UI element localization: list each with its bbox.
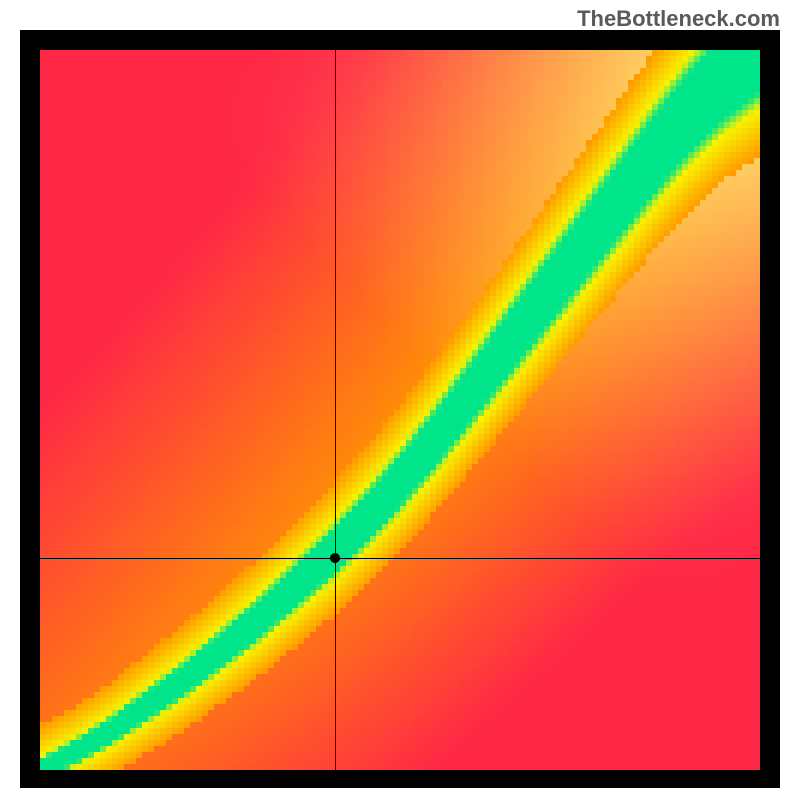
plot-frame [20,30,780,788]
plot-area [40,50,760,770]
watermark-text: TheBottleneck.com [577,6,780,32]
data-point-marker [330,553,340,563]
heatmap-canvas [40,50,760,770]
crosshair-horizontal [40,558,760,559]
crosshair-vertical [335,50,336,770]
